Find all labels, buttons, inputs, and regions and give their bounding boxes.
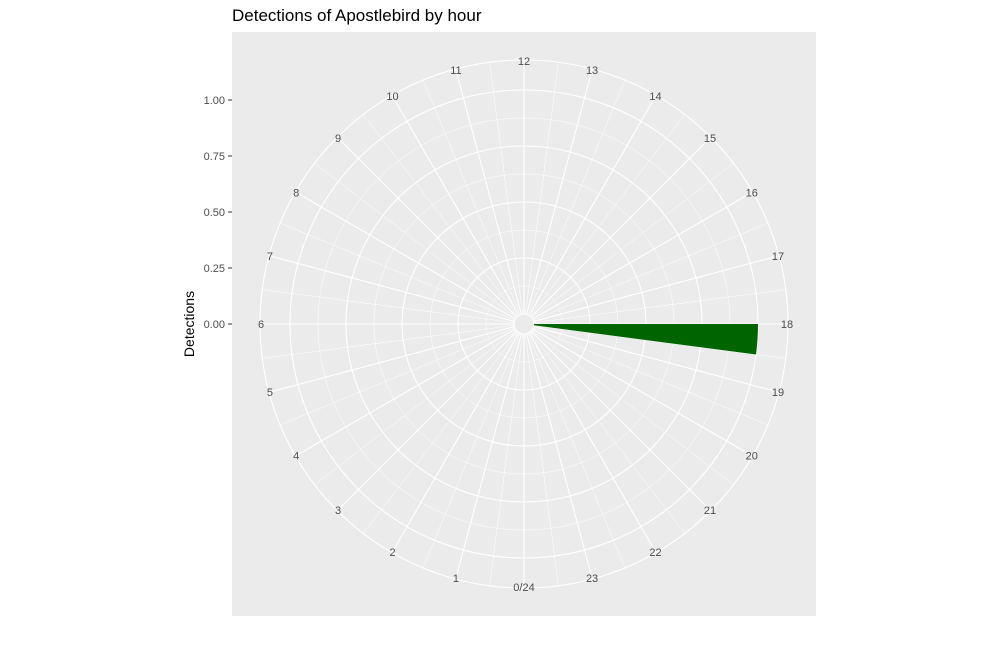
- hour-label: 11: [450, 65, 461, 77]
- minor-grid-spoke: [529, 331, 685, 534]
- hour-label: 12: [518, 56, 530, 68]
- major-grid-spoke: [455, 333, 522, 580]
- hour-label: 10: [386, 91, 398, 103]
- minor-grid-spoke: [533, 289, 786, 323]
- minor-grid-spoke: [533, 327, 768, 426]
- minor-grid-spoke: [525, 62, 559, 315]
- hour-label: 8: [293, 188, 299, 200]
- major-grid-spoke: [532, 191, 753, 320]
- hour-label: 23: [586, 573, 598, 585]
- minor-grid-spoke: [422, 80, 521, 315]
- hour-label: 3: [335, 505, 341, 517]
- major-grid-spoke: [336, 136, 518, 318]
- y-tick-label: 1.00: [204, 95, 225, 107]
- minor-grid-spoke: [531, 163, 734, 319]
- hour-label: 22: [649, 547, 661, 559]
- chart-title: Detections of Apostlebird by hour: [232, 6, 482, 25]
- minor-grid-spoke: [489, 62, 523, 315]
- hour-label: 15: [704, 133, 716, 145]
- major-grid-spoke: [391, 95, 520, 316]
- outer-grid-circle: [259, 59, 789, 589]
- minor-grid-spoke: [422, 333, 521, 568]
- major-grid-spoke: [336, 330, 518, 512]
- bar-hour-18: [533, 324, 758, 355]
- hour-label: 2: [389, 547, 395, 559]
- minor-grid-spoke: [280, 222, 515, 321]
- hour-label: 7: [267, 251, 273, 263]
- minor-grid-spoke: [527, 333, 626, 568]
- minor-grid-spoke: [262, 325, 515, 359]
- major-grid-spoke: [268, 255, 515, 322]
- major-grid-spoke: [533, 326, 780, 393]
- hour-label: 17: [772, 251, 784, 263]
- major-grid-spoke: [532, 328, 753, 457]
- bar-layer: [533, 324, 758, 355]
- minor-grid-spoke: [527, 80, 626, 315]
- minor-grid-spoke: [533, 222, 768, 321]
- major-grid-spoke: [533, 255, 780, 322]
- y-tick-label: 0.25: [204, 263, 225, 275]
- minor-grid-spoke: [363, 331, 519, 534]
- major-grid-spoke: [391, 332, 520, 553]
- minor-grid-spoke: [529, 114, 685, 317]
- major-grid-spoke: [268, 326, 515, 393]
- hour-label: 16: [746, 188, 758, 200]
- y-tick-label: 0.50: [204, 207, 225, 219]
- minor-grid-spoke: [280, 327, 515, 426]
- minor-grid-spoke: [489, 333, 523, 586]
- y-axis-title: Detections: [181, 291, 197, 357]
- hour-label: 14: [649, 91, 661, 103]
- major-grid-spoke: [295, 191, 516, 320]
- hour-labels: 0/24123456789101112131415161718192021222…: [258, 56, 793, 594]
- major-grid-spoke: [295, 328, 516, 457]
- hour-label: 19: [772, 387, 784, 399]
- y-axis: 0.00 0.25 0.50 0.75 1.00: [204, 95, 232, 331]
- major-grid-spoke: [528, 95, 657, 316]
- major-grid-spoke: [526, 68, 593, 315]
- minor-grid-spoke: [262, 289, 515, 323]
- hour-label: 6: [258, 319, 264, 331]
- hour-label: 4: [293, 451, 299, 463]
- hour-label: 20: [746, 451, 758, 463]
- minor-grid-spoke: [314, 163, 517, 319]
- major-grid-spoke: [455, 68, 522, 315]
- major-grid-spoke: [530, 136, 712, 318]
- minor-grid-spoke: [314, 329, 517, 485]
- hour-label: 18: [781, 319, 793, 331]
- major-grid-spoke: [526, 333, 593, 580]
- hour-label: 0/24: [513, 582, 534, 594]
- y-tick-label: 0.75: [204, 151, 225, 163]
- y-tick-label: 0.00: [204, 319, 225, 331]
- minor-grid-spoke: [525, 333, 559, 586]
- minor-grid-spoke: [531, 329, 734, 485]
- grid-layer: [259, 59, 789, 589]
- hour-label: 9: [335, 133, 341, 145]
- major-grid-spoke: [528, 332, 657, 553]
- minor-grid-spoke: [363, 114, 519, 317]
- hour-label: 1: [453, 573, 459, 585]
- hour-label: 21: [704, 505, 716, 517]
- hour-label: 5: [267, 387, 273, 399]
- hour-label: 13: [586, 65, 598, 77]
- major-grid-spoke: [530, 330, 712, 512]
